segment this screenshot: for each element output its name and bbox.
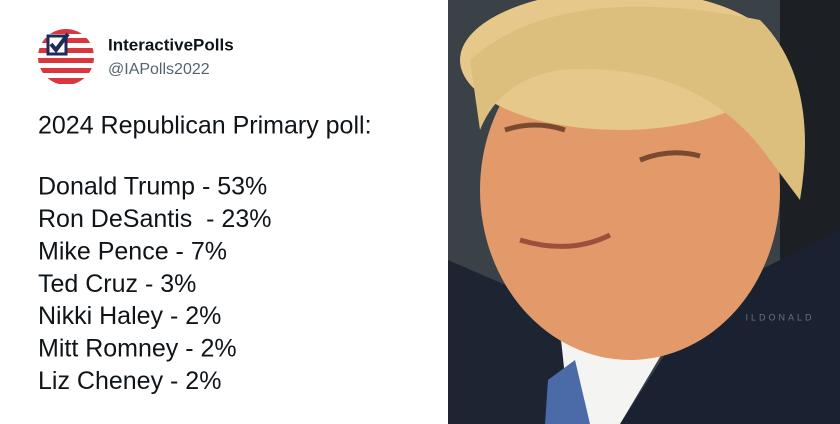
poll-line: Ted Cruz - 3% [38, 270, 196, 298]
poll-line: Nikki Haley - 2% [38, 302, 221, 330]
poll-line: Liz Cheney - 2% [38, 367, 221, 395]
poll-line: Mitt Romney - 2% [38, 335, 237, 363]
post-title: 2024 Republican Primary poll: [38, 112, 372, 140]
display-name[interactable]: InteractivePolls [108, 35, 234, 54]
photo[interactable]: ILDONALD [448, 0, 840, 424]
poll-line: Donald Trump - 53% [38, 173, 267, 201]
watermark: ILDONALD [745, 312, 814, 322]
poll-line: Mike Pence - 7% [38, 237, 227, 265]
poll-line: Ron DeSantis - 23% [38, 205, 271, 233]
poll-lines: Donald Trump - 53% Ron DeSantis - 23% Mike… [38, 173, 271, 395]
handle[interactable]: @IAPolls2022 [108, 61, 210, 78]
avatar[interactable] [38, 29, 94, 85]
